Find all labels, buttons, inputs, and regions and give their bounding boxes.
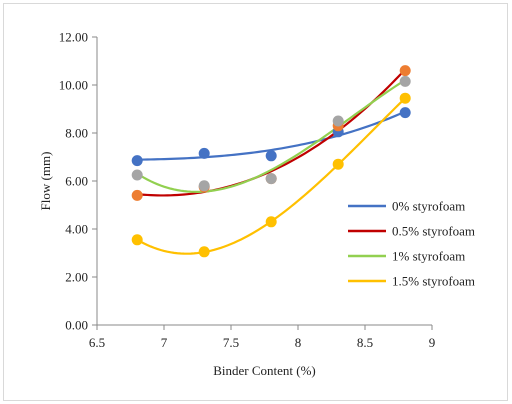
- data-point: [131, 155, 143, 167]
- data-point: [399, 65, 411, 77]
- y-tick-label: 8.00: [65, 126, 88, 141]
- x-axis-title: Binder Content (%): [213, 363, 316, 378]
- x-tick-label: 6.5: [89, 335, 105, 350]
- y-tick-label: 10.00: [59, 78, 88, 93]
- data-point: [399, 107, 411, 119]
- data-point: [198, 246, 210, 258]
- x-tick-label: 9: [429, 335, 436, 350]
- legend-label: 1% styrofoam: [392, 249, 465, 264]
- markers: [131, 65, 411, 258]
- y-axis-title: Flow (mm): [38, 152, 53, 211]
- legend-label: 0.5% styrofoam: [392, 224, 475, 239]
- data-point: [332, 158, 344, 170]
- data-point: [131, 189, 143, 201]
- legend-label: 0% styrofoam: [392, 199, 465, 214]
- data-point: [198, 147, 210, 159]
- legend-label: 1.5% styrofoam: [392, 274, 475, 289]
- data-point: [399, 92, 411, 104]
- data-point: [265, 173, 277, 185]
- y-tick-label: 4.00: [65, 222, 88, 237]
- x-tick-label: 8: [295, 335, 302, 350]
- legend: 0% styrofoam 0.5% styrofoam 1% styrofoam 1.…: [348, 199, 475, 289]
- x-tick-label: 7: [161, 335, 168, 350]
- x-tick-label: 7.5: [223, 335, 239, 350]
- data-point: [265, 150, 277, 162]
- y-tick-label: 12.00: [59, 30, 88, 45]
- trendline-0-styrofoam: [137, 110, 406, 161]
- chart-frame: [3, 3, 508, 401]
- data-point: [131, 169, 143, 181]
- data-point: [332, 115, 344, 127]
- x-tick-label: 8.5: [357, 335, 373, 350]
- y-tick-label: 2.00: [65, 270, 88, 285]
- data-point: [198, 180, 210, 192]
- y-tick-label: 6.00: [65, 174, 88, 189]
- data-point: [399, 75, 411, 87]
- data-point: [265, 216, 277, 228]
- x-ticks: 6.5 7 7.5 8 8.5 9: [89, 325, 435, 350]
- data-point: [131, 234, 143, 246]
- y-ticks: 0.00 2.00 4.00 6.00 8.00 10.00 12.00: [59, 30, 97, 333]
- y-tick-label: 0.00: [65, 318, 88, 333]
- trendline-1-styrofoam: [136, 79, 406, 193]
